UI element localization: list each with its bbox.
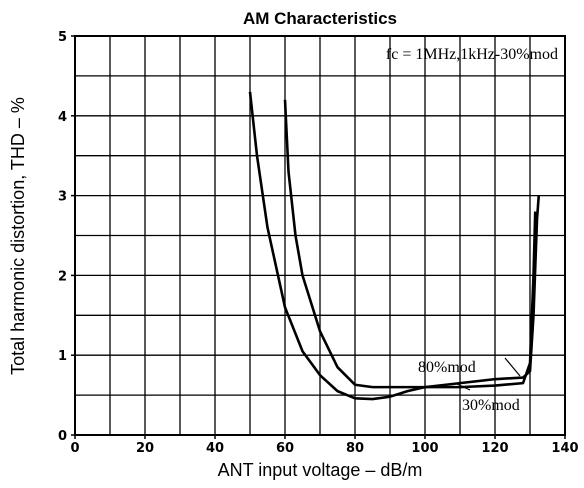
chart-title: AM Characteristics — [243, 9, 397, 28]
x-tick-label: 120 — [481, 441, 508, 456]
y-tick-label: 0 — [58, 429, 67, 444]
series-line — [283, 99, 537, 389]
series-label: 80%mod — [418, 359, 476, 376]
y-tick-label: 5 — [58, 30, 67, 45]
x-tick-label: 60 — [276, 441, 294, 456]
x-tick-label: 140 — [551, 441, 578, 456]
y-axis-label: Total harmonic distortion, THD – % — [8, 97, 28, 375]
x-tick-label: 100 — [411, 441, 438, 456]
x-tick-label: 80 — [346, 441, 364, 456]
series-line — [248, 91, 541, 401]
y-tick-label: 3 — [58, 190, 67, 205]
y-tick-label: 1 — [58, 349, 67, 364]
x-tick-label: 20 — [136, 441, 154, 456]
plot-frame — [74, 35, 566, 436]
y-tick-label: 4 — [58, 110, 67, 125]
x-axis-label: ANT input voltage – dB/m — [218, 460, 423, 480]
leader-line — [504, 357, 521, 377]
series-label: 30%mod — [462, 397, 520, 414]
y-tick-label: 2 — [58, 269, 67, 284]
x-tick-label: 40 — [206, 441, 224, 456]
annotation: fc = 1MHz,1kHz-30%mod — [386, 46, 558, 63]
x-tick-label: 0 — [70, 441, 79, 456]
annotation-bg — [300, 40, 562, 66]
